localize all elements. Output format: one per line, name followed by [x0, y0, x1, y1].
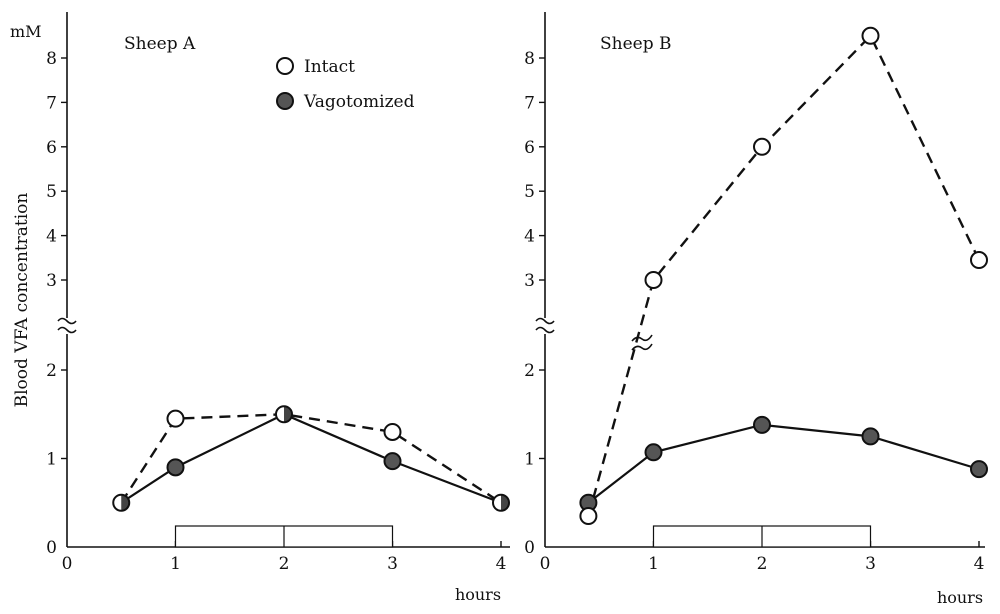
- panel-title: Sheep B: [600, 34, 672, 54]
- y-tick-label: 6: [46, 138, 57, 158]
- intact-line: [120, 413, 502, 504]
- vagotomized-point: [861, 427, 880, 446]
- y-tick-label: 7: [524, 93, 535, 113]
- y-tick-label: 4: [524, 227, 535, 247]
- y-tick-label: 7: [46, 93, 57, 113]
- y-tick-label: 6: [524, 138, 535, 158]
- y-tick-label: 3: [46, 271, 57, 291]
- axis-break-mark: [535, 317, 555, 325]
- coincident-point: [275, 405, 293, 424]
- y-tick-label: 4: [46, 227, 57, 247]
- vagotomized-point: [383, 452, 402, 471]
- intact-point: [970, 251, 988, 270]
- legend-vagotomized-marker: [276, 92, 294, 110]
- vagotomized-point: [753, 415, 771, 434]
- vagotomized-point: [644, 443, 663, 462]
- y-tick-label: 8: [46, 49, 57, 69]
- vagotomized-point: [166, 458, 185, 477]
- y-tick-label: 1: [524, 450, 535, 470]
- x-tick-label: 0: [62, 554, 73, 574]
- panel-title: Sheep A: [124, 34, 196, 54]
- intact-point: [861, 26, 880, 45]
- x-tick-label: 4: [974, 554, 985, 574]
- y-tick-label: 8: [524, 49, 535, 69]
- x-tick-label: 1: [170, 554, 181, 574]
- x-tick-label: 3: [865, 554, 876, 574]
- x-tick-label: 3: [387, 554, 398, 574]
- legend-intact-label: Intact: [304, 57, 355, 77]
- vagotomized-line: [120, 413, 502, 504]
- vagotomized-point: [970, 460, 988, 479]
- x-axis-label: hours: [455, 585, 501, 604]
- x-tick-label: 2: [757, 554, 768, 574]
- intact-point: [579, 507, 598, 526]
- intact-point: [166, 409, 185, 428]
- y-tick-label-zero: 0: [46, 538, 57, 558]
- line-break-mark: [631, 343, 653, 351]
- y-tick-label: 2: [46, 361, 57, 381]
- axis-break-mark: [535, 326, 555, 334]
- legend-intact-marker: [276, 57, 294, 75]
- y-axis-label: Blood VFA concentration: [12, 193, 32, 408]
- intact-point: [753, 137, 771, 156]
- intact-point: [383, 422, 402, 441]
- y-tick-label-zero: 0: [524, 538, 535, 558]
- panel-sheep-a: 1 2 3 4 5 6 7 8 00 1 2 3 4 hours Sheep A mM Blood VFA co…: [10, 12, 510, 604]
- x-tick-label: 2: [279, 554, 290, 574]
- coincident-point: [492, 493, 510, 512]
- x-tick-label: 4: [496, 554, 507, 574]
- intact-point: [644, 271, 663, 289]
- x-tick-label: 1: [648, 554, 659, 574]
- axis-break-mark: [57, 326, 77, 334]
- x-axis-label: hours: [937, 588, 983, 607]
- vagotomized-line: [587, 423, 980, 504]
- axis-break-mark: [57, 317, 77, 325]
- y-axis-unit: mM: [10, 22, 42, 41]
- y-tick-label: 5: [524, 182, 535, 202]
- y-tick-label: 3: [524, 271, 535, 291]
- legend-vagotomized-label: Vagotomized: [303, 92, 415, 112]
- line-break-mark: [631, 334, 653, 342]
- legend: Intact Vagotomized: [276, 57, 415, 112]
- y-tick-label: 2: [524, 361, 535, 381]
- x-tick-label: 0: [540, 554, 551, 574]
- y-tick-label: 5: [46, 182, 57, 202]
- y-tick-label: 1: [46, 450, 57, 470]
- panel-sheep-b: 1 2 3 4 5 6 7 8 00 1 2 3 4 hours Sheep B: [524, 12, 988, 607]
- coincident-point: [112, 493, 131, 512]
